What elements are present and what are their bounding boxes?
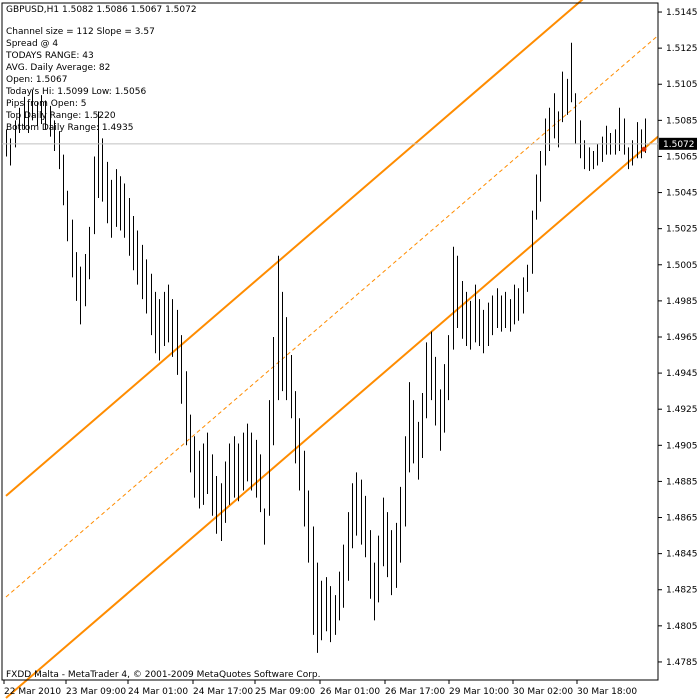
info-line: Open: 1.5067: [6, 75, 68, 85]
y-tick-label: 1.4825: [666, 586, 698, 596]
channel-lower-line: [5, 135, 659, 699]
x-tick-label: 25 Mar 09:00: [255, 687, 315, 697]
info-line: AVG. Daily Average: 82: [6, 63, 111, 73]
regression-channel: [5, 0, 659, 699]
chart-title: GBPUSD,H1 1.5082 1.5086 1.5067 1.5072: [6, 5, 197, 15]
y-tick-label: 1.5105: [666, 80, 698, 90]
y-tick-label: 1.4925: [666, 405, 698, 415]
x-tick-label: 26 Mar 01:00: [320, 687, 380, 697]
current-price-label: 1.5072: [663, 140, 695, 150]
y-tick-label: 1.4865: [666, 514, 698, 524]
x-tick-label: 23 Mar 09:00: [66, 687, 126, 697]
info-line: Bottom Daily Range: 1.4935: [6, 123, 134, 133]
x-tick-label: 24 Mar 01:00: [128, 687, 188, 697]
y-tick-label: 1.5065: [666, 152, 698, 162]
y-tick-label: 1.4885: [666, 477, 698, 487]
x-tick-label: 29 Mar 10:00: [449, 687, 509, 697]
price-marker: [641, 146, 647, 152]
info-line: Spread @ 4: [6, 39, 59, 49]
y-tick-label: 1.5145: [666, 8, 698, 18]
y-tick-label: 1.4965: [666, 333, 698, 343]
plot-frame: [1, 2, 659, 681]
price-bars: [6, 42, 647, 653]
y-tick-label: 1.4905: [666, 441, 698, 451]
footer-copyright: FXDD Malta - MetaTrader 4, © 2001-2009 M…: [6, 670, 321, 680]
info-line: TODAYS RANGE: 43: [6, 51, 94, 61]
x-tick-label: 30 Mar 02:00: [513, 687, 573, 697]
y-tick-label: 1.4845: [666, 550, 698, 560]
y-tick-label: 1.4805: [666, 622, 698, 632]
current-price-box: [659, 137, 697, 150]
y-tick-label: 1.4985: [666, 297, 698, 307]
y-tick-label: 1.5125: [666, 44, 698, 54]
y-tick-label: 1.5085: [666, 116, 698, 126]
x-tick-label: 24 Mar 17:00: [193, 687, 253, 697]
channel-upper-line: [5, 0, 584, 497]
x-tick-label: 30 Mar 18:00: [577, 687, 637, 697]
y-tick-label: 1.5005: [666, 261, 698, 271]
info-line: Pips from Open: 5: [6, 99, 87, 109]
x-tick-label: 26 Mar 17:00: [385, 687, 445, 697]
y-tick-label: 1.4945: [666, 369, 698, 379]
info-line: Top Daily Range: 1.5220: [6, 111, 116, 121]
x-tick-label: 22 Mar 2010: [4, 687, 61, 697]
y-tick-label: 1.5025: [666, 225, 698, 235]
y-tick-label: 1.5045: [666, 189, 698, 199]
info-line: Today's Hi: 1.5099 Low: 1.5056: [6, 87, 147, 97]
y-tick-label: 1.4785: [666, 658, 698, 668]
info-line: Channel size = 112 Slope = 3.57: [6, 27, 155, 37]
